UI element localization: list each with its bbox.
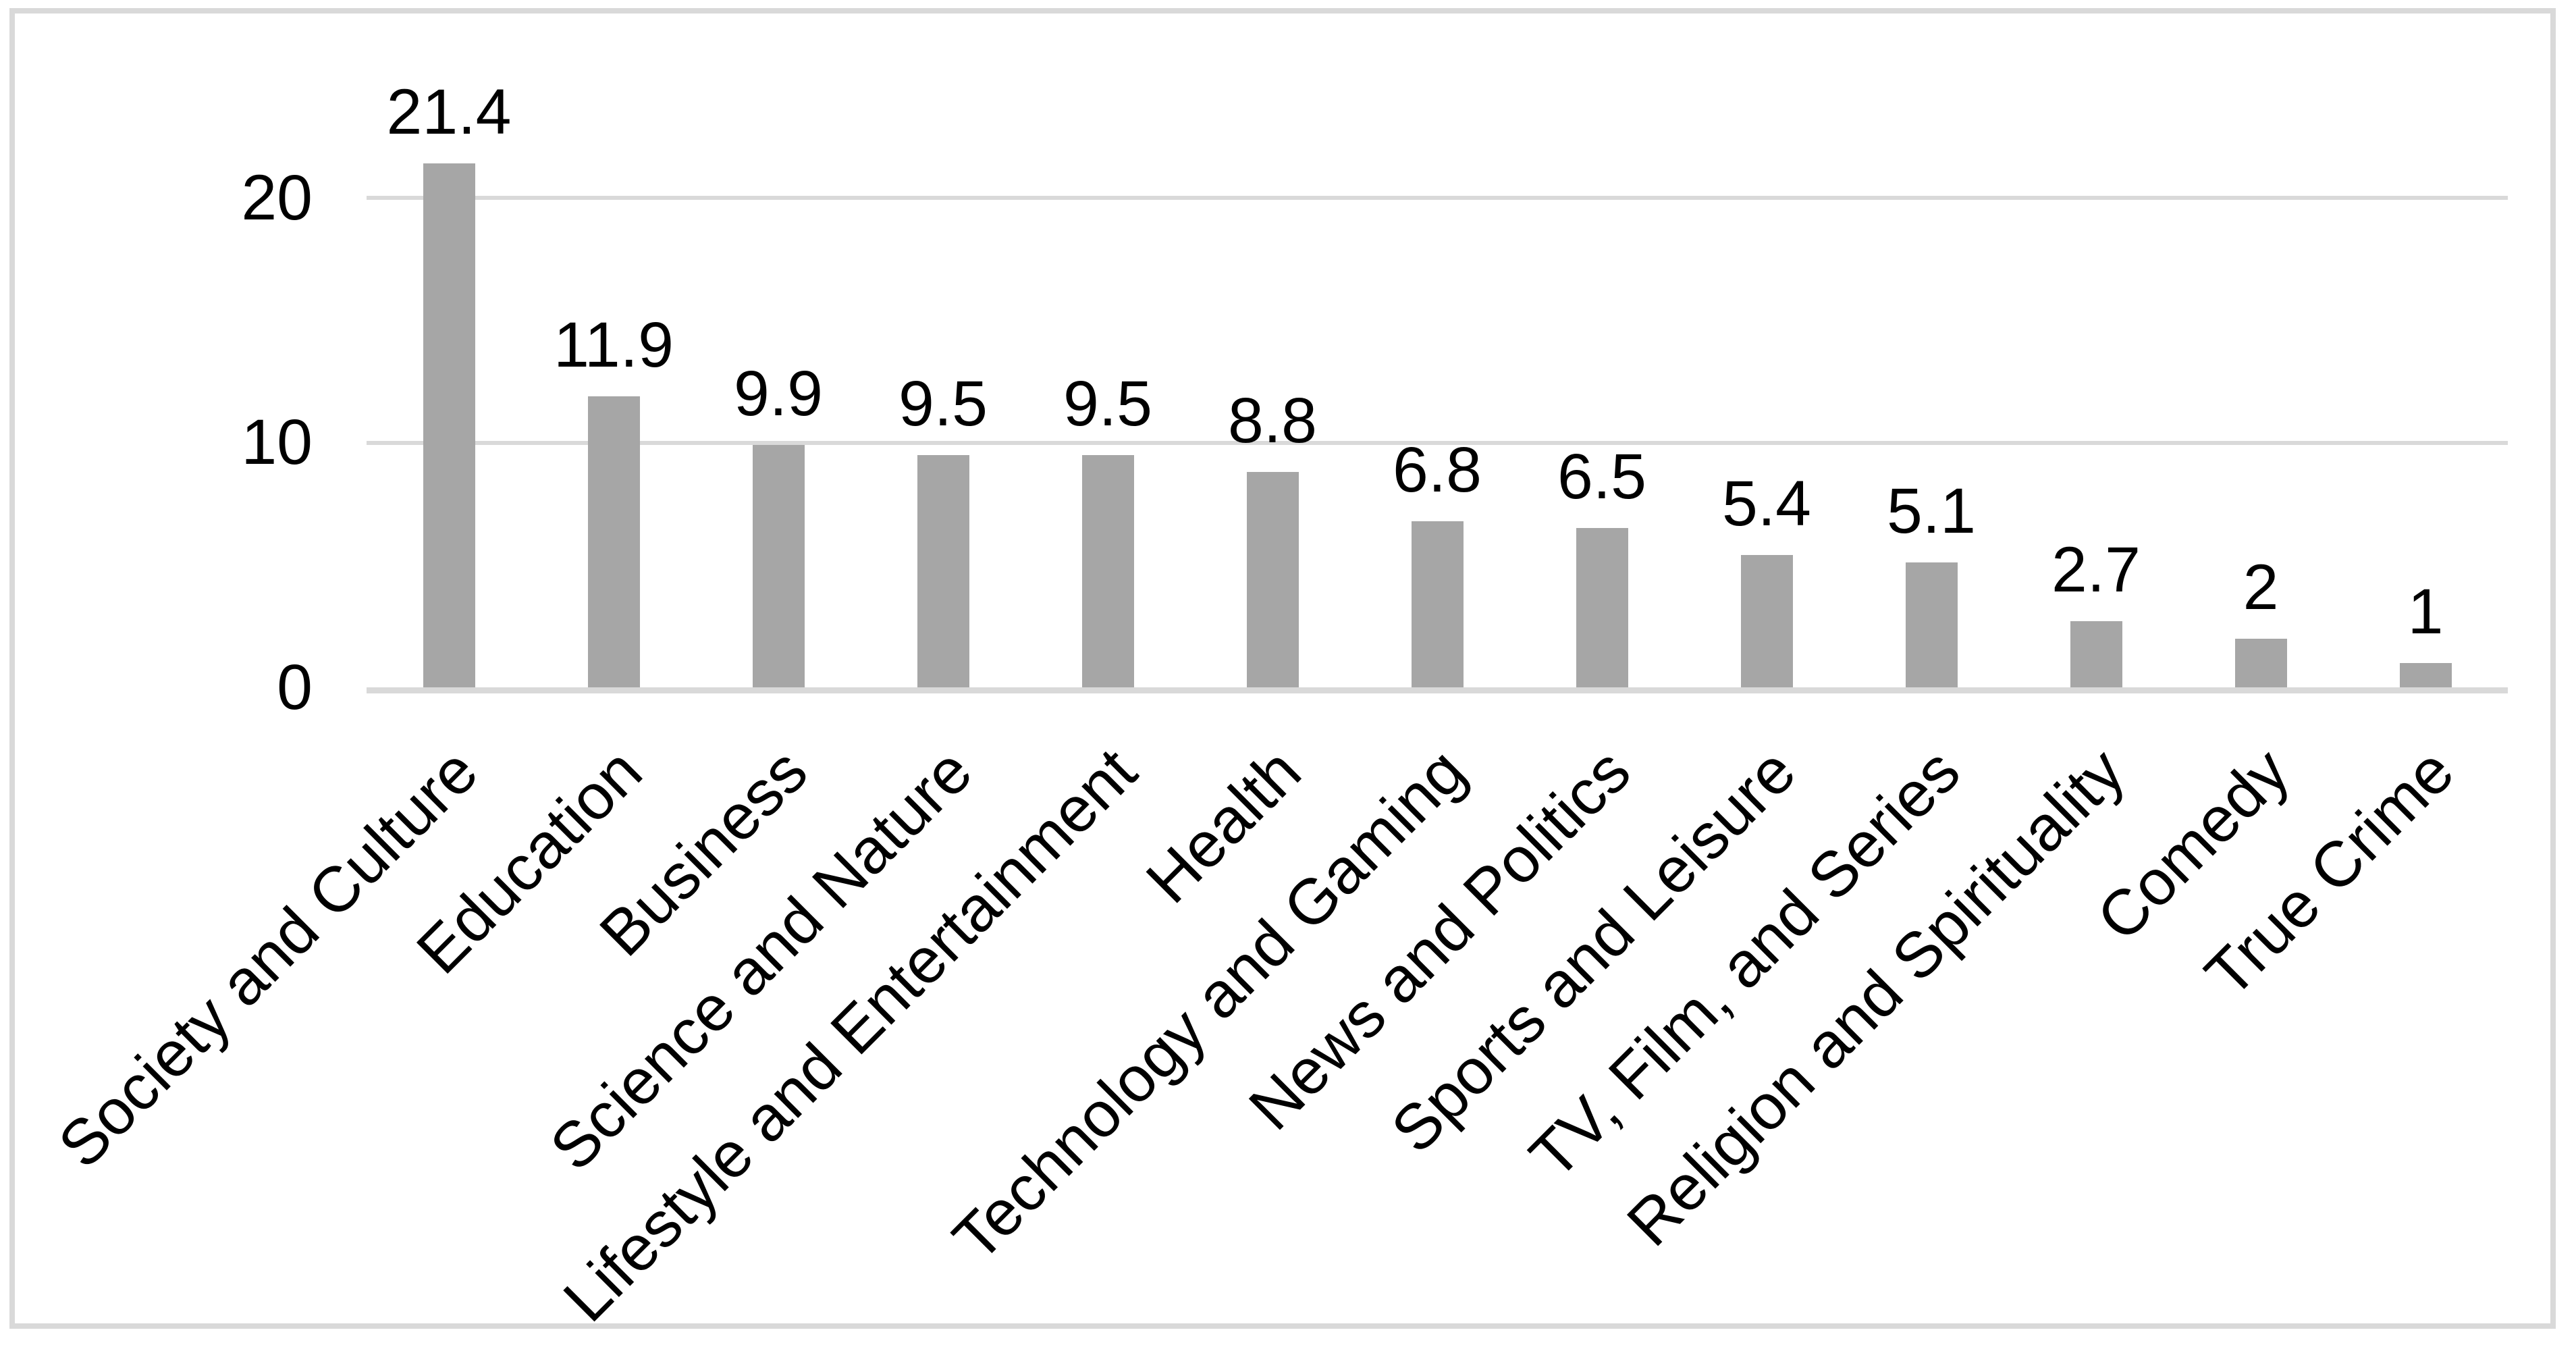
x-axis-line xyxy=(367,687,2508,693)
bar-value-label: 6.5 xyxy=(1557,441,1647,513)
bar-value-label: 21.4 xyxy=(386,76,512,149)
gridline-y-20 xyxy=(367,196,2508,200)
bar xyxy=(2070,621,2122,687)
bar-value-label: 2 xyxy=(2243,551,2279,623)
bar xyxy=(1246,472,1299,687)
bar xyxy=(587,396,640,687)
bar-value-label: 11.9 xyxy=(554,309,674,381)
bar xyxy=(1576,528,1628,687)
bar xyxy=(752,445,805,687)
bar-value-label: 9.5 xyxy=(898,367,988,440)
bar xyxy=(1740,555,1793,687)
bar xyxy=(423,163,475,687)
bar xyxy=(2234,638,2287,687)
gridline-y-10 xyxy=(367,440,2508,445)
y-tick-label-0: 0 xyxy=(277,651,313,723)
bar-value-label: 1 xyxy=(2407,575,2444,648)
y-tick-label-10: 10 xyxy=(241,406,313,478)
bar xyxy=(1905,562,1958,687)
category-label: Society and Culture xyxy=(45,735,491,1182)
bar-value-label: 2.7 xyxy=(2051,534,2141,606)
bar-value-label: 9.5 xyxy=(1063,367,1153,440)
y-tick-label-20: 20 xyxy=(241,161,313,234)
bar xyxy=(1081,454,1134,687)
bar xyxy=(1411,521,1464,687)
bar xyxy=(2399,662,2452,687)
bar-value-label: 6.8 xyxy=(1392,433,1482,506)
bar-value-label: 5.4 xyxy=(1721,468,1812,540)
chart-frame-border: 21.4 11.9 9.9 9.5 9.5 8.8 6.8 6.5 5.4 5.1 2.7 2 1 0 1… xyxy=(9,8,2556,1336)
bar-value-label: 5.1 xyxy=(1886,475,1977,548)
bar xyxy=(917,454,969,687)
bar-value-label: 9.9 xyxy=(733,358,824,430)
bar-value-label: 8.8 xyxy=(1227,385,1318,456)
